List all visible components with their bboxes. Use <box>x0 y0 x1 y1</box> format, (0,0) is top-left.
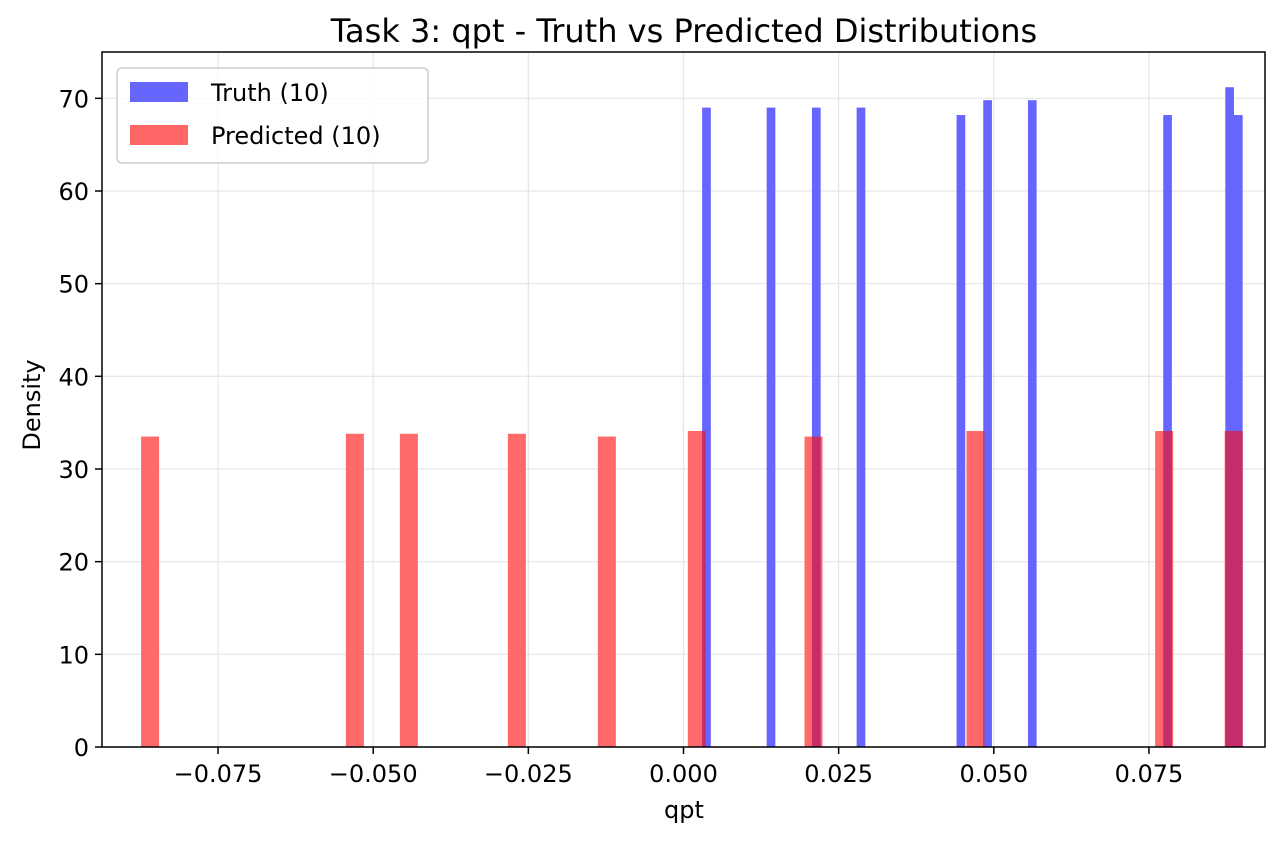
x-axis-ticks: −0.075 −0.050 −0.025 0.000 0.025 0.050 0.075 <box>174 747 1184 788</box>
legend: Truth (10) Predicted (10) <box>116 67 429 164</box>
overlap-bar <box>811 436 821 747</box>
predicted-bar <box>966 431 985 747</box>
truth-bar <box>1225 87 1234 748</box>
legend-box <box>116 67 429 164</box>
truth-bar <box>811 107 821 748</box>
y-axis-label: Density <box>18 359 46 450</box>
y-tick-label: 60 <box>58 178 89 206</box>
legend-label-truth: Truth (10) <box>210 79 329 107</box>
overlap-bar <box>983 431 985 747</box>
y-tick-label: 10 <box>58 641 89 669</box>
overlap-bar <box>1225 431 1234 747</box>
chart-title: Task 3: qpt - Truth vs Predicted Distrib… <box>330 12 1037 50</box>
y-tick-label: 70 <box>58 85 89 113</box>
x-tick-label: 0.075 <box>1115 760 1184 788</box>
x-tick-label: 0.025 <box>804 760 873 788</box>
x-tick-label: 0.050 <box>959 760 1028 788</box>
x-tick-label: −0.025 <box>484 760 573 788</box>
y-tick-label: 50 <box>58 271 89 299</box>
grid-lines <box>102 52 1265 748</box>
truth-bar <box>702 107 711 748</box>
y-tick-label: 20 <box>58 549 89 577</box>
predicted-bar <box>345 433 364 747</box>
predicted-bar <box>141 436 160 747</box>
y-axis-ticks: 0 10 20 30 40 50 60 70 <box>58 85 102 762</box>
overlap-bar <box>702 431 706 747</box>
legend-swatch-truth <box>130 82 188 102</box>
overlap-bar <box>1233 431 1243 747</box>
y-tick-label: 30 <box>58 456 89 484</box>
x-tick-label: −0.050 <box>329 760 418 788</box>
truth-bar <box>983 100 992 748</box>
legend-label-predicted: Predicted (10) <box>211 122 381 150</box>
truth-bar <box>766 107 776 748</box>
x-tick-label: 0.000 <box>649 760 718 788</box>
y-tick-label: 0 <box>74 734 89 762</box>
predicted-bar <box>687 431 706 747</box>
truth-bar <box>1027 100 1037 748</box>
truth-bar <box>956 115 966 748</box>
predicted-bar <box>597 436 616 747</box>
truth-bar <box>856 107 866 748</box>
predicted-bar <box>399 433 418 747</box>
predicted-bars <box>141 431 1243 747</box>
predicted-bar <box>507 433 526 747</box>
overlap-bar <box>1163 431 1172 747</box>
x-axis-label: qpt <box>664 796 704 824</box>
y-tick-label: 40 <box>58 363 89 391</box>
legend-swatch-predicted <box>130 125 188 145</box>
x-tick-label: −0.075 <box>174 760 263 788</box>
